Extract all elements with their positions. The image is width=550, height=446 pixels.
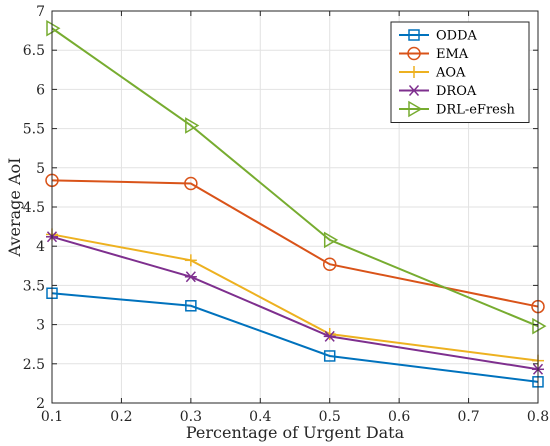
x-tick-label: 0.3: [180, 409, 202, 425]
y-axis-ticks: 2 2.5 3 3.5 4 4.5 5 5.5 6 6.5 7: [23, 4, 538, 412]
legend-label: DRL-eFresh: [436, 103, 516, 118]
legend-item: ODDA: [399, 29, 478, 44]
series-layer: [45, 19, 547, 388]
legend-marker: [407, 46, 421, 61]
y-tick-label: 3.5: [23, 278, 45, 294]
data-point: [184, 254, 197, 267]
legend-label: EMA: [436, 47, 469, 62]
y-axis-label: Average AoI: [5, 158, 24, 258]
legend-label: ODDA: [436, 29, 478, 44]
data-point: [323, 350, 336, 362]
legend-label: AOA: [435, 66, 466, 81]
x-tick-label: 0.7: [457, 409, 479, 425]
legend: ODDA EMA AOA DROA DRL-eFresh: [390, 21, 530, 123]
legend-item: DRL-eFresh: [399, 100, 516, 118]
y-tick-label: 6.5: [23, 43, 45, 59]
series-line: [51, 27, 539, 328]
series-line: [51, 179, 539, 308]
data-point: [184, 176, 198, 191]
data-point: [185, 300, 197, 312]
x-tick-label: 0.6: [388, 409, 410, 425]
legend-marker: [408, 84, 420, 97]
legend-item: AOA: [399, 66, 466, 81]
y-tick-label: 2: [36, 396, 45, 412]
legend-item: EMA: [399, 46, 469, 62]
legend-marker: [408, 29, 420, 41]
data-point: [184, 271, 197, 283]
x-axis-ticks: 0.1 0.2 0.3 0.4 0.5 0.6 0.7 0.8: [41, 11, 549, 425]
y-tick-label: 6: [36, 82, 45, 98]
y-tick-label: 7: [36, 4, 45, 20]
data-point: [532, 317, 547, 335]
y-tick-label: 5: [36, 161, 45, 177]
y-tick-label: 2.5: [23, 357, 45, 373]
series-line: [51, 292, 539, 383]
y-tick-label: 3: [36, 318, 45, 334]
x-tick-label: 0.2: [110, 409, 132, 425]
data-point: [323, 231, 339, 249]
legend-label: DROA: [436, 84, 477, 99]
x-tick-label: 0.8: [527, 409, 549, 425]
x-tick-label: 0.5: [319, 409, 341, 425]
legend-marker: [408, 100, 423, 118]
series-aoa: [46, 228, 544, 367]
data-point: [322, 257, 337, 271]
x-tick-label: 0.1: [41, 409, 63, 425]
y-tick-label: 5.5: [23, 122, 45, 138]
x-axis-label: Percentage of Urgent Data: [186, 423, 405, 442]
data-point: [46, 19, 61, 37]
series-drl-efresh: [46, 19, 547, 335]
data-point: [185, 117, 200, 134]
data-point: [323, 330, 336, 342]
y-tick-label: 4: [36, 239, 45, 255]
series-line: [51, 235, 539, 371]
legend-item: DROA: [399, 84, 477, 99]
series-line: [51, 233, 539, 362]
legend-marker: [408, 66, 420, 78]
y-tick-label: 4.5: [23, 200, 45, 216]
x-tick-label: 0.4: [249, 409, 271, 425]
